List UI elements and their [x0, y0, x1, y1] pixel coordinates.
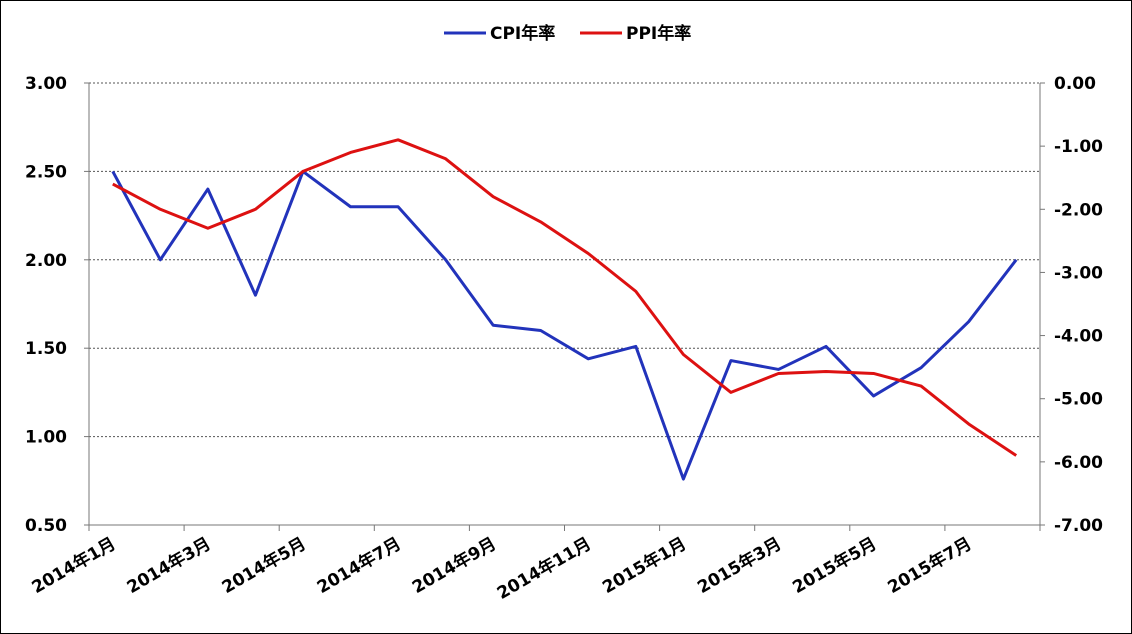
- x-tick-label: 2014年11月: [493, 533, 594, 604]
- legend-label-ppi: PPI年率: [626, 23, 691, 44]
- left-tick-label: 0.50: [25, 516, 67, 536]
- right-tick-label: -1.00: [1054, 137, 1103, 157]
- right-tick-label: -2.00: [1054, 200, 1103, 220]
- right-tick-label: 0.00: [1054, 74, 1096, 94]
- x-tick-label: 2014年1月: [28, 533, 119, 598]
- x-tick-label: 2015年7月: [884, 533, 975, 598]
- x-tick-label: 2015年1月: [599, 533, 690, 598]
- legend-item-cpi: CPI年率: [444, 23, 555, 44]
- axes: [88, 83, 1041, 526]
- left-tick-labels: 0.50 1.00 1.50 2.00 2.50 3.00: [25, 74, 89, 536]
- series-line-ppi: [112, 138, 1018, 457]
- left-tick-label: 2.50: [25, 162, 67, 182]
- x-tick-label: 2014年9月: [408, 533, 499, 598]
- right-tick-labels: -7.00 -6.00 -5.00 -4.00 -3.00 -2.00 -1.00 0.00: [1040, 74, 1103, 536]
- right-tick-label: -3.00: [1054, 263, 1103, 283]
- x-tick-labels: 2014年1月 2014年3月 2014年5月 2014年7月 2014年9月2014年…: [28, 525, 1041, 604]
- left-tick-label: 3.00: [25, 74, 67, 94]
- legend-item-ppi: PPI年率: [580, 23, 691, 44]
- x-tick-label: 2014年5月: [218, 533, 309, 598]
- right-tick-label: -6.00: [1054, 453, 1103, 473]
- grid-lines: [89, 82, 1040, 438]
- series-lines: [111, 138, 1018, 481]
- series-line-cpi: [111, 169, 1018, 481]
- x-tick-label: 2014年3月: [123, 533, 214, 598]
- x-tick-label: 2015年3月: [694, 533, 785, 598]
- left-tick-label: 1.50: [25, 339, 67, 359]
- legend-label-cpi: CPI年率: [490, 23, 555, 44]
- legend: CPI年率 PPI年率: [444, 23, 691, 44]
- x-tick-label: 2015年5月: [789, 533, 880, 598]
- right-tick-label: -4.00: [1054, 327, 1103, 347]
- right-tick-label: -7.00: [1054, 516, 1103, 536]
- left-tick-label: 2.00: [25, 251, 67, 271]
- right-tick-label: -5.00: [1054, 390, 1103, 410]
- left-tick-label: 1.00: [25, 428, 67, 448]
- x-tick-label: 2014年7月: [313, 533, 404, 598]
